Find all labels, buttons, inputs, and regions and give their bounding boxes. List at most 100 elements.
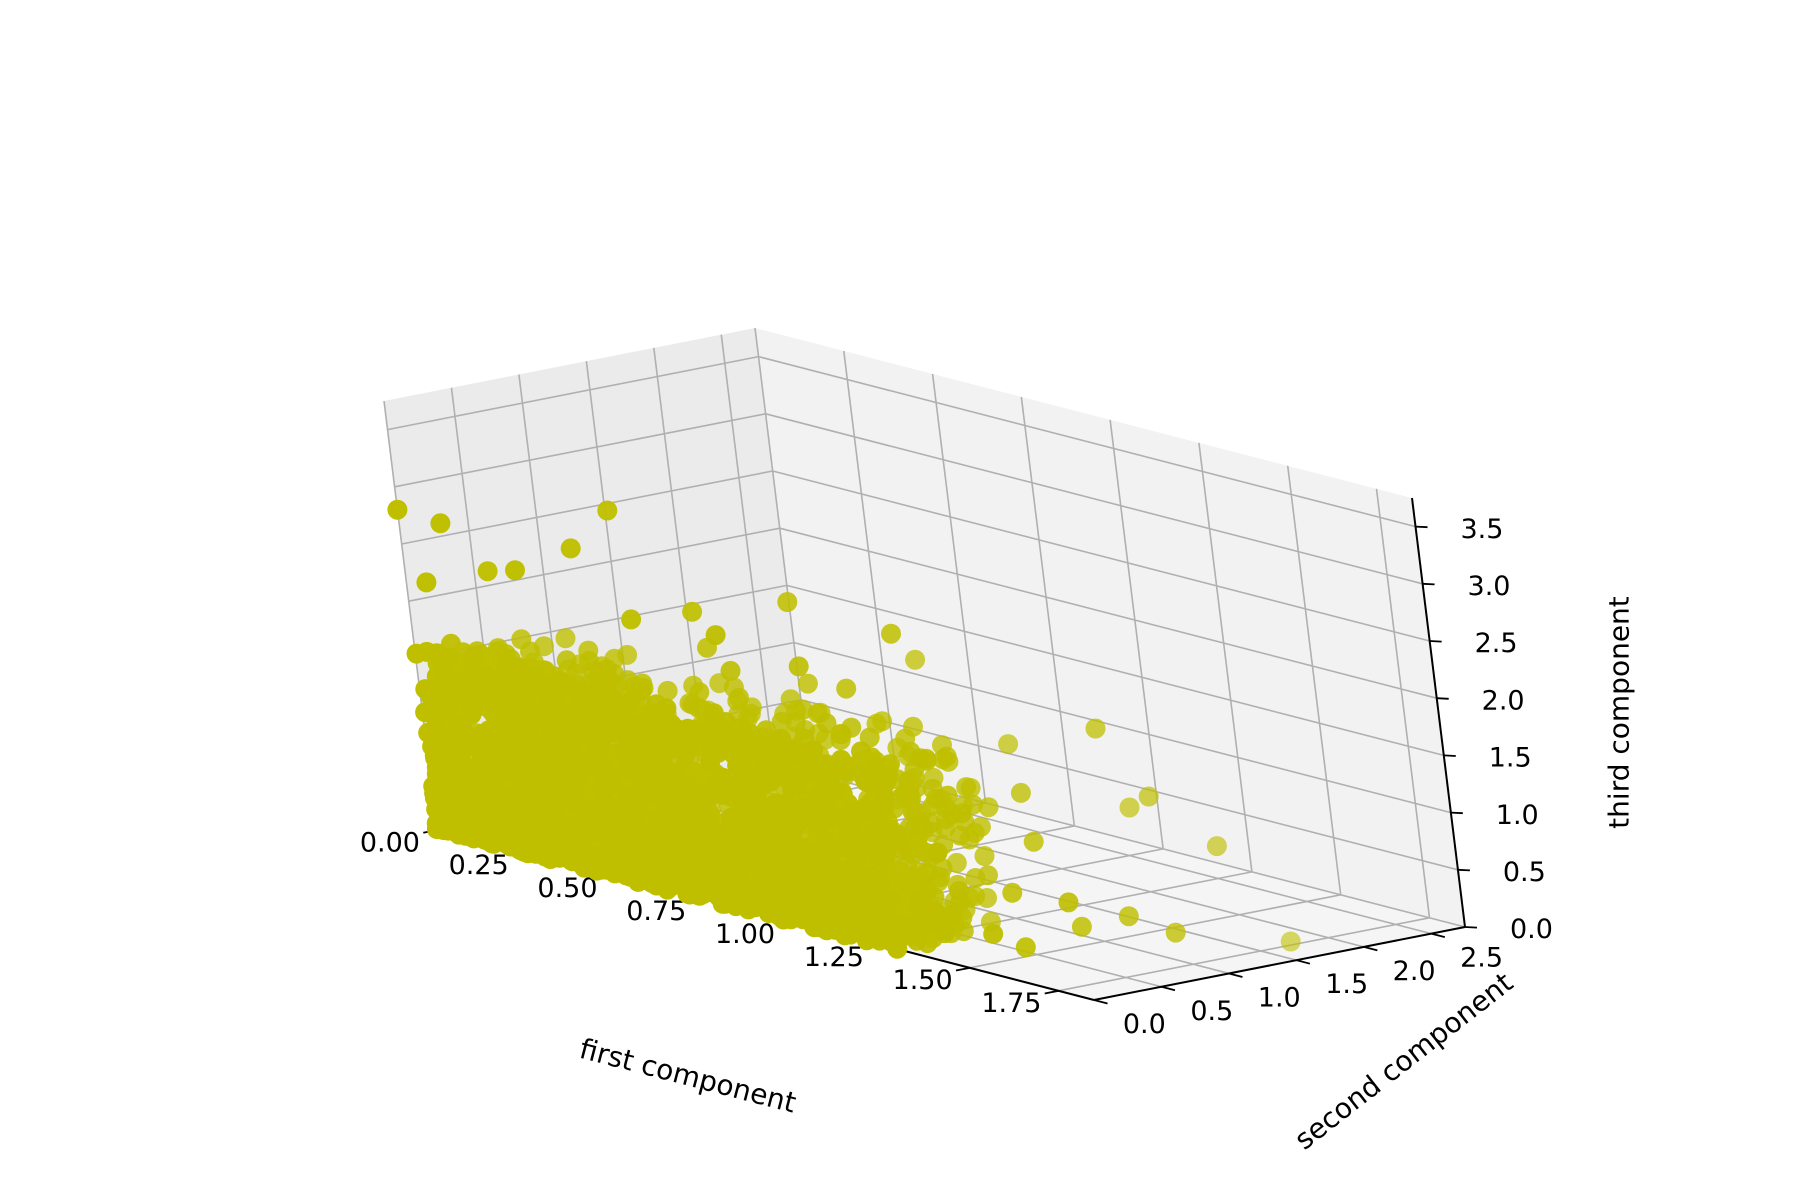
x-grid-back — [1198, 442, 1253, 872]
y-axis-label: second component — [1288, 966, 1519, 1156]
data-point — [435, 673, 456, 694]
z-tick — [1457, 868, 1470, 872]
data-point — [497, 668, 518, 689]
x-tick-label: 1.50 — [893, 965, 953, 996]
y-tick — [1296, 959, 1311, 965]
data-point — [824, 759, 845, 780]
data-point — [841, 717, 862, 738]
x-grid-floor — [1058, 917, 1430, 992]
data-point — [562, 851, 583, 872]
data-point — [644, 821, 665, 842]
data-point — [898, 770, 919, 791]
data-point — [786, 814, 807, 835]
data-point — [935, 809, 956, 830]
z-grid-back — [779, 527, 1437, 699]
y-tick — [1093, 999, 1108, 1005]
data-point — [816, 713, 837, 734]
y-tick-label: 2.0 — [1393, 956, 1436, 987]
z-tick-label: 1.0 — [1496, 800, 1539, 831]
data-point — [619, 724, 640, 745]
data-point — [758, 872, 779, 893]
data-point — [630, 842, 651, 863]
data-point — [910, 918, 931, 939]
data-point — [704, 877, 725, 898]
data-point — [790, 847, 810, 868]
data-point — [651, 706, 672, 727]
data-point — [656, 739, 677, 760]
data-point — [665, 823, 686, 844]
data-point — [983, 923, 1004, 944]
data-point — [677, 718, 698, 739]
x-tick-label: 1.25 — [804, 942, 864, 973]
data-point — [553, 715, 574, 736]
data-point — [630, 777, 651, 798]
z-grid-left — [387, 355, 759, 431]
data-point — [887, 938, 908, 959]
data-point — [905, 649, 926, 670]
data-point — [937, 785, 958, 806]
data-point — [756, 806, 777, 827]
z-axis-label: third component — [1603, 596, 1636, 829]
z-tick-label: 3.0 — [1468, 571, 1511, 602]
data-point — [712, 784, 733, 805]
data-point — [603, 799, 624, 820]
data-point — [812, 791, 833, 812]
data-point — [875, 819, 896, 840]
data-point — [628, 871, 649, 892]
data-point — [950, 891, 971, 912]
z-tick-label: 2.0 — [1482, 685, 1525, 716]
z-tick — [1450, 811, 1463, 815]
x-grid-back — [1375, 488, 1431, 918]
data-point — [610, 783, 631, 804]
data-point — [1085, 718, 1106, 739]
data-point — [773, 827, 794, 848]
z-grid-back — [786, 584, 1445, 757]
data-point — [544, 846, 565, 867]
y-tick-label: 0.0 — [1123, 1009, 1166, 1040]
data-points — [387, 499, 1301, 959]
data-point — [477, 561, 498, 582]
data-point — [657, 680, 678, 701]
y-tick — [1431, 932, 1446, 939]
x-grid-back — [1020, 396, 1076, 827]
x-tick-label: 0.75 — [626, 896, 686, 927]
data-point — [596, 844, 617, 865]
data-point — [934, 923, 955, 944]
data-point — [560, 538, 581, 559]
data-point — [570, 756, 591, 777]
data-point — [672, 874, 693, 895]
data-point — [577, 807, 598, 828]
data-point — [660, 807, 680, 828]
x-grid-back — [842, 350, 898, 781]
data-point — [866, 915, 886, 936]
data-point — [850, 917, 871, 938]
data-point — [834, 837, 855, 858]
data-point — [482, 805, 503, 826]
y-tick-label: 2.5 — [1460, 943, 1503, 974]
data-point — [930, 867, 950, 888]
data-point — [920, 813, 941, 834]
data-point — [470, 742, 491, 762]
data-point — [660, 840, 681, 861]
z-grid-back — [793, 641, 1452, 814]
data-point — [454, 739, 475, 760]
data-point — [418, 722, 439, 743]
z-grid-left — [394, 413, 766, 488]
data-point — [809, 897, 830, 918]
z-tick — [1464, 926, 1478, 929]
data-point — [686, 846, 707, 867]
data-point — [613, 859, 634, 880]
data-point — [680, 804, 701, 825]
data-point — [531, 833, 552, 854]
data-point — [406, 643, 427, 664]
data-point — [788, 656, 809, 677]
data-point — [1118, 906, 1139, 927]
x-tick-label: 1.75 — [981, 988, 1041, 1019]
data-point — [497, 790, 518, 811]
data-point — [782, 779, 803, 800]
data-point — [668, 785, 689, 806]
data-point — [586, 860, 607, 881]
data-point — [544, 759, 565, 780]
data-point — [840, 756, 861, 777]
